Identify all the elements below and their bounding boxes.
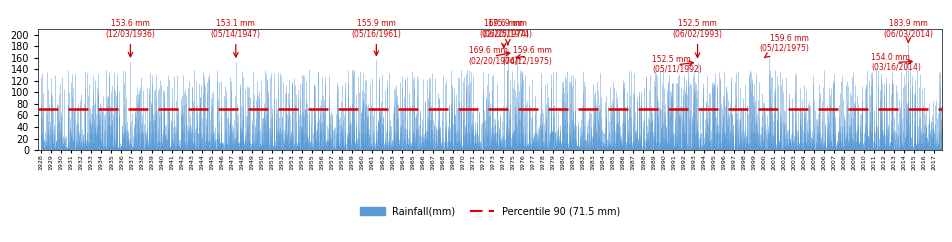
Text: 155.9 mm
(05/16/1961): 155.9 mm (05/16/1961) — [351, 19, 402, 55]
Text: 152.5 mm
(05/11/1992): 152.5 mm (05/11/1992) — [652, 55, 703, 75]
Legend: Rainfall(mm), Percentile 90 (71.5 mm): Rainfall(mm), Percentile 90 (71.5 mm) — [356, 202, 625, 220]
Text: 154.0 mm
(03/16/2014): 154.0 mm (03/16/2014) — [871, 53, 922, 72]
Text: 183.9 mm
(06/03/2014): 183.9 mm (06/03/2014) — [883, 19, 933, 42]
Text: 175.9 mm
(06/25/1974): 175.9 mm (06/25/1974) — [483, 19, 533, 45]
Text: 153.1 mm
(05/14/1947): 153.1 mm (05/14/1947) — [210, 19, 261, 57]
Text: 169.6 mm
(02/20/1974): 169.6 mm (02/20/1974) — [479, 19, 528, 48]
Text: 152.5 mm
(06/02/1993): 152.5 mm (06/02/1993) — [672, 19, 723, 57]
Text: 159.6 mm
(05/12/1975): 159.6 mm (05/12/1975) — [759, 34, 809, 58]
Text: 169.6 mm
(02/20/1974): 169.6 mm (02/20/1974) — [468, 46, 519, 66]
Text: 153.6 mm
(12/03/1936): 153.6 mm (12/03/1936) — [106, 19, 155, 57]
Text: 159.6 mm
(06/12/1975): 159.6 mm (06/12/1975) — [502, 46, 552, 66]
